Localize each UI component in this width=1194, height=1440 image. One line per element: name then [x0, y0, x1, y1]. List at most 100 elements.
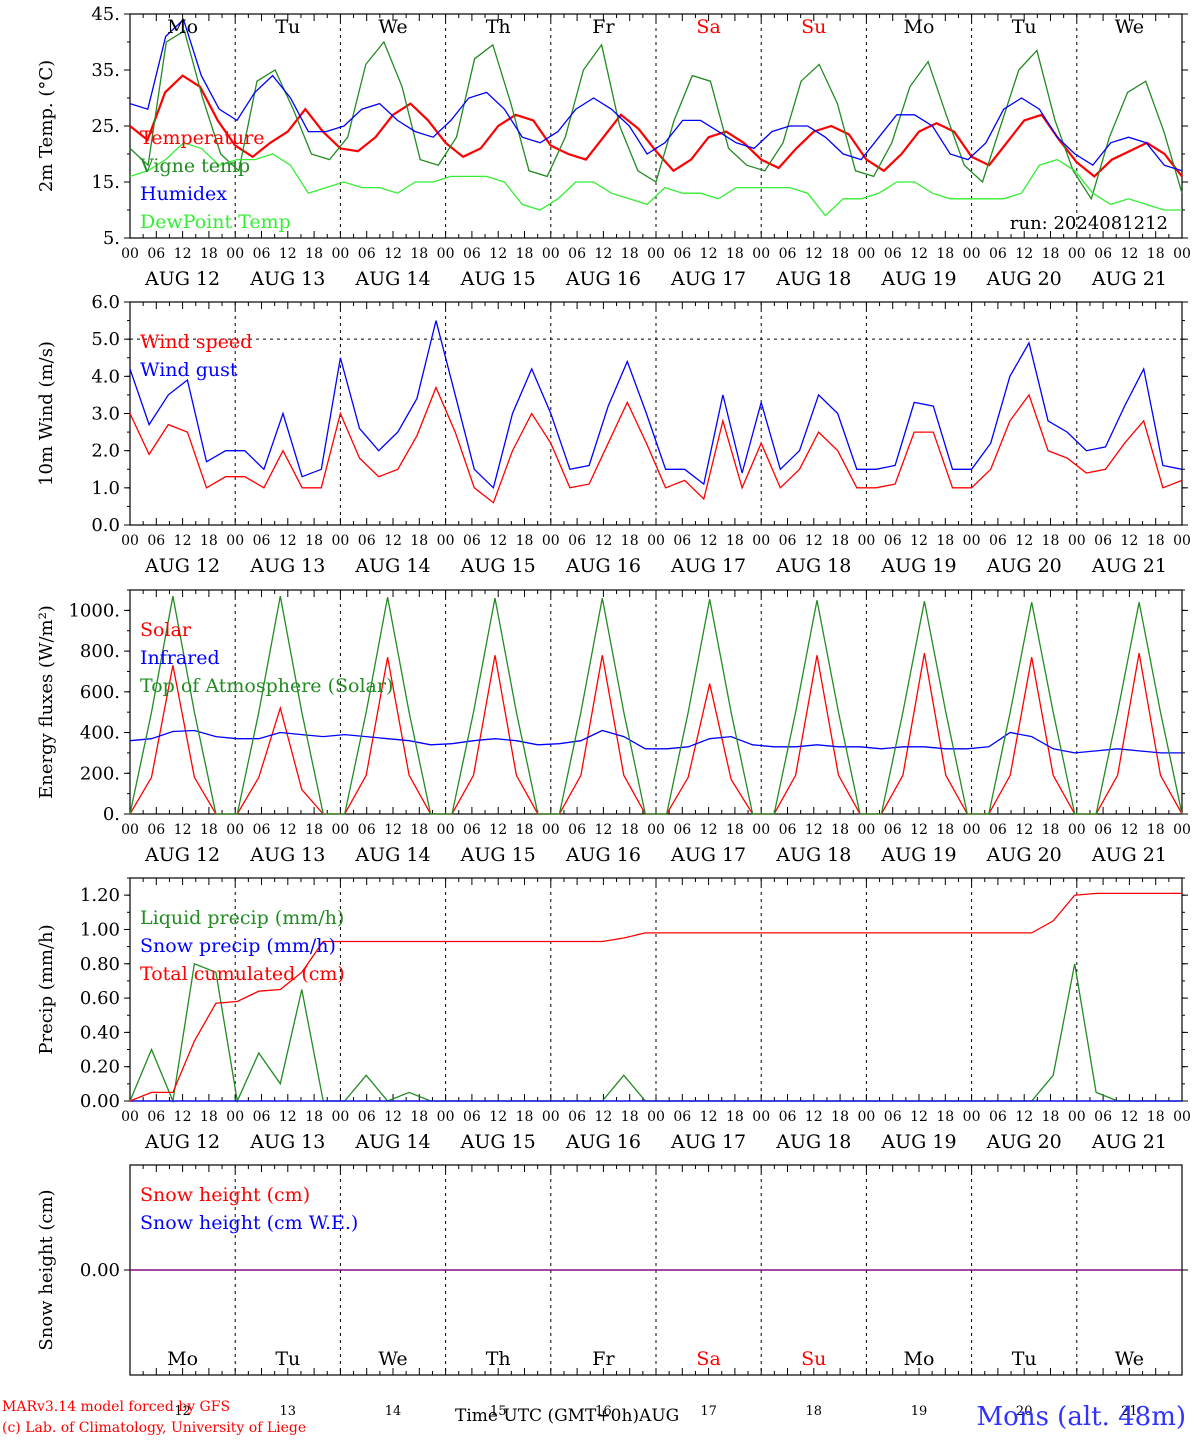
hour-label: 18: [621, 1109, 639, 1125]
series-line-temperature: [129, 74, 1183, 178]
day-number: 14: [385, 1404, 402, 1419]
weekday-label: We: [378, 16, 407, 38]
hour-label: 00: [752, 246, 770, 262]
hour-label: 06: [1094, 533, 1112, 549]
day-number: 21: [1121, 1404, 1138, 1419]
date-label: AUG 16: [565, 555, 641, 577]
hour-label: 06: [779, 1109, 797, 1125]
hour-label: 18: [410, 822, 428, 838]
hour-label: 18: [410, 1109, 428, 1125]
legend-entry: Liquid precip (mm/h): [140, 907, 344, 929]
hour-label: 18: [831, 533, 849, 549]
y-axis-label: 2m Temp. (°C): [36, 60, 57, 192]
legend-entry: Infrared: [140, 647, 220, 669]
hour-label: 06: [779, 822, 797, 838]
hour-label: 00: [121, 533, 139, 549]
hour-label: 18: [305, 822, 323, 838]
hour-label: 12: [279, 822, 297, 838]
hour-label: 00: [121, 822, 139, 838]
hour-label: 06: [673, 533, 691, 549]
hour-label: 12: [1120, 533, 1138, 549]
hour-label: 00: [437, 822, 455, 838]
date-label: AUG 13: [249, 555, 325, 577]
date-label: AUG 21: [1091, 1131, 1167, 1153]
date-label: AUG 15: [460, 844, 536, 866]
weekday-label: Sa: [696, 16, 720, 38]
hour-label: 00: [647, 1109, 665, 1125]
y-tick-label: 1.0: [91, 478, 120, 499]
date-label: AUG 15: [460, 555, 536, 577]
hour-label: 12: [910, 1109, 928, 1125]
legend-entry: Snow height (cm): [140, 1184, 310, 1206]
hour-label: 06: [989, 533, 1007, 549]
panel-4: 0.00 0.20 0.40 0.60 0.80 1.00 1.20 Precip (mm/h…: [36, 877, 1191, 1153]
y-tick-label: 25.: [91, 116, 120, 137]
hour-label: 00: [1173, 533, 1191, 549]
legend-entry: Snow height (cm W.E.): [140, 1212, 358, 1234]
legend-entry: Vigne temp: [139, 155, 250, 177]
hour-label: 06: [1094, 822, 1112, 838]
run-label: run: 2024081212: [1010, 213, 1168, 234]
date-label: AUG 16: [565, 268, 641, 290]
hour-label: 00: [647, 533, 665, 549]
hour-label: 18: [516, 246, 534, 262]
hour-label: 00: [542, 533, 560, 549]
day-number: 16: [595, 1404, 612, 1419]
hour-label: 06: [673, 246, 691, 262]
hour-label: 12: [700, 1109, 718, 1125]
date-label: AUG 14: [354, 268, 430, 290]
hour-label: 12: [279, 246, 297, 262]
hour-label: 06: [568, 246, 586, 262]
hour-label: 00: [752, 822, 770, 838]
date-label: AUG 13: [249, 844, 325, 866]
lab-credit: (c) Lab. of Climatology, University of L…: [2, 1420, 307, 1436]
date-label: AUG 17: [670, 268, 746, 290]
hour-label: 00: [226, 822, 244, 838]
y-axis-label: Precip (mm/h): [36, 924, 57, 1054]
weekday-label: Tu: [275, 1348, 300, 1370]
hour-label: 18: [1042, 1109, 1060, 1125]
hour-label: 00: [1068, 246, 1086, 262]
day-number: 19: [911, 1404, 928, 1419]
hour-label: 00: [752, 533, 770, 549]
hour-label: 06: [147, 533, 165, 549]
y-tick-label: 2.0: [91, 441, 120, 462]
hour-label: 18: [200, 533, 218, 549]
hour-label: 00: [331, 822, 349, 838]
weekday-label: We: [1115, 16, 1144, 38]
date-label: AUG 16: [565, 1131, 641, 1153]
hour-label: 00: [121, 246, 139, 262]
y-tick-label: 0.00: [80, 1260, 120, 1281]
hour-label: 18: [200, 822, 218, 838]
hour-label: 12: [489, 1109, 507, 1125]
time-axis-label: Time UTC (GMT+0h)AUG: [455, 1406, 680, 1426]
hour-label: 06: [779, 533, 797, 549]
legend-entry: Temperature: [140, 127, 264, 149]
hour-label: 18: [1042, 246, 1060, 262]
weekday-label: Fr: [592, 16, 615, 38]
date-label: AUG 18: [775, 555, 851, 577]
weekday-label: Tu: [275, 16, 300, 38]
hour-label: 06: [1094, 1109, 1112, 1125]
date-label: AUG 18: [775, 844, 851, 866]
legend-entry: Wind speed: [140, 331, 252, 353]
hour-label: 18: [410, 533, 428, 549]
day-number: 12: [174, 1404, 191, 1419]
hour-label: 00: [542, 1109, 560, 1125]
hour-label: 12: [174, 533, 192, 549]
hour-label: 18: [305, 246, 323, 262]
y-tick-label: 0.80: [80, 954, 120, 975]
date-label: AUG 19: [880, 844, 956, 866]
hour-label: 00: [857, 822, 875, 838]
hour-label: 18: [621, 533, 639, 549]
y-tick-label: 800.: [80, 641, 120, 662]
hour-label: 06: [253, 533, 271, 549]
legend-entry: Total cumulated (cm): [140, 963, 345, 985]
hour-label: 12: [1015, 822, 1033, 838]
hour-label: 12: [279, 533, 297, 549]
hour-label: 12: [174, 1109, 192, 1125]
hour-label: 12: [805, 533, 823, 549]
hour-label: 06: [989, 1109, 1007, 1125]
date-label: AUG 15: [460, 268, 536, 290]
